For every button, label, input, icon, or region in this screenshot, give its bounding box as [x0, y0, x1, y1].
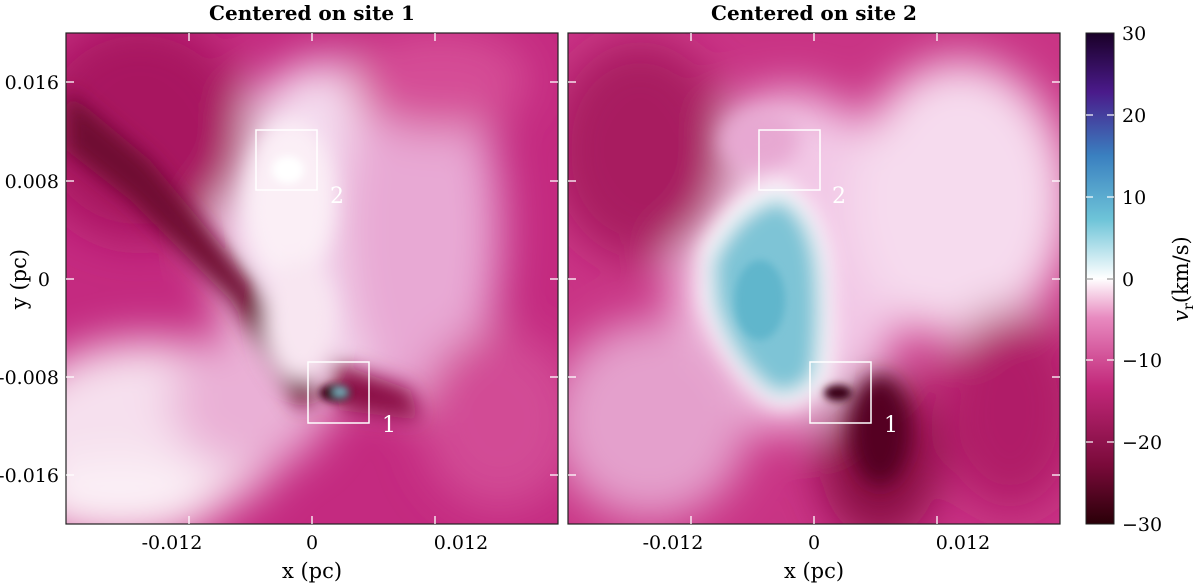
panel-2-ticks: [568, 33, 1060, 524]
panel-2-region-1-label: 1: [884, 413, 898, 438]
panel-2-x-axis-label: x (pc): [784, 559, 844, 583]
colorbar-tick-label: 0: [1122, 269, 1134, 291]
panel-1-region-1-label: 1: [382, 413, 396, 438]
panel-site-2: Centered on site 2: [567, 1, 1061, 583]
colorbar: 30 20 10 0 −10 −20 −30 vr(km/s): [1085, 23, 1197, 536]
panel-2-x-tick-label: -0.012: [643, 532, 704, 554]
panel-1-y-tick-label: 0: [38, 269, 50, 291]
panel-2-region-2-label: 2: [832, 184, 846, 209]
colorbar-label: vr(km/s): [1169, 236, 1197, 321]
panel-site-1: Centered on site 1: [0, 1, 559, 583]
panel-2-x-tick-label: 0.012: [936, 532, 990, 554]
panel-1-title: Centered on site 1: [209, 1, 415, 25]
panel-1-region-1-box: [307, 361, 370, 424]
panel-1-y-tick-label: 0.016: [5, 72, 59, 94]
panel-2-region-2-box: [758, 129, 821, 191]
panel-1-x-tick-label: 0.012: [434, 532, 488, 554]
panel-1-y-tick-label: -0.008: [0, 367, 59, 389]
panel-2-heatmap: [568, 33, 1060, 524]
panel-2-title: Centered on site 2: [711, 1, 917, 25]
colorbar-tick-label: −20: [1122, 432, 1162, 454]
panel-1-ticks: [66, 33, 558, 524]
panel-1-y-tick-label: 0.008: [5, 171, 59, 193]
panel-1-x-axis-label: x (pc): [282, 559, 342, 583]
colorbar-tick-label: −30: [1122, 514, 1162, 536]
colorbar-tick-label: −10: [1122, 350, 1162, 372]
panel-1-y-axis-label: y (pc): [7, 249, 31, 310]
panel-1-heatmap: [66, 33, 558, 524]
panel-1-y-tick-label: -0.016: [0, 465, 59, 487]
panel-2-region-1-box: [809, 361, 872, 424]
panel-2-x-tick-label: 0: [808, 532, 820, 554]
panel-1-x-tick-label: -0.012: [142, 532, 203, 554]
panel-1-x-tick-label: 0: [306, 532, 318, 554]
colorbar-tick-label: 10: [1122, 187, 1146, 209]
colorbar-tick-label: 20: [1122, 105, 1146, 127]
panel-1-region-2-box: [255, 129, 318, 191]
colorbar-ticks: [1086, 114, 1114, 443]
panel-1-region-2-label: 2: [330, 184, 344, 209]
colorbar-tick-label: 30: [1122, 23, 1146, 45]
